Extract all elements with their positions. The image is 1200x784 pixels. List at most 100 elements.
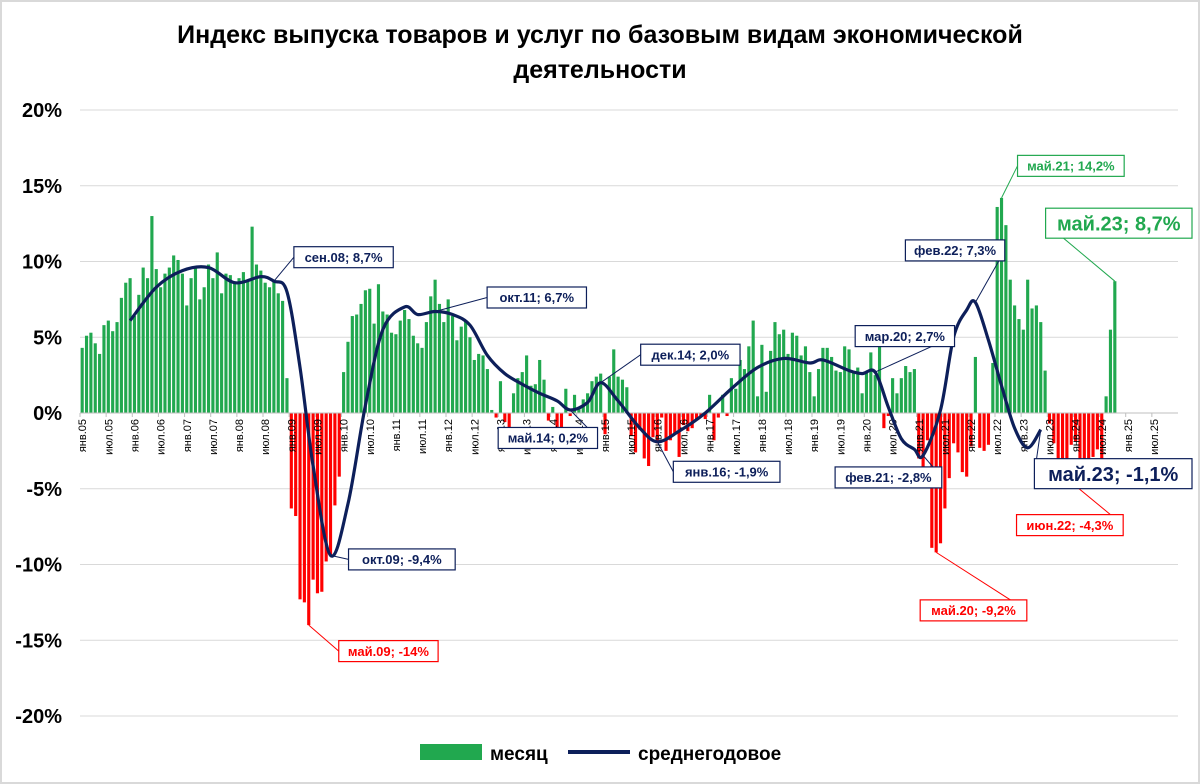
bar (716, 413, 720, 418)
bar (921, 413, 925, 479)
bar (960, 413, 964, 473)
bar (764, 391, 768, 413)
bar (241, 272, 245, 413)
bar (747, 346, 751, 413)
x-tick-label: июл.06 (156, 419, 168, 455)
bar (529, 385, 533, 413)
bar (442, 322, 446, 413)
bar (464, 320, 468, 413)
annotation-callout: май.23; 8,7% (1044, 207, 1193, 282)
bar (912, 369, 916, 413)
bar (952, 413, 956, 444)
bar (572, 394, 577, 413)
bar (172, 255, 176, 413)
bar (507, 413, 511, 429)
bar (285, 378, 289, 413)
callout-box (1015, 514, 1124, 537)
bar (969, 413, 973, 447)
bar (111, 331, 115, 413)
bar (751, 320, 755, 413)
bar (725, 413, 729, 417)
bar (389, 332, 394, 413)
callout-leader (600, 354, 641, 384)
bar (925, 413, 930, 441)
bar (141, 267, 145, 413)
bar (1047, 413, 1052, 424)
callout-box (854, 324, 956, 348)
bar (1026, 279, 1030, 413)
bar (398, 320, 402, 413)
bar (673, 413, 677, 435)
bar (664, 413, 668, 451)
bar (294, 413, 298, 517)
bar (324, 413, 328, 562)
bar (1091, 413, 1095, 457)
bar (760, 344, 764, 413)
annotation-callout: янв.16; -1,9% (656, 441, 781, 483)
bar (1078, 413, 1082, 462)
x-tick-label: июл.15 (626, 419, 638, 455)
bar (899, 378, 903, 413)
callout-leader (308, 624, 340, 652)
bar (825, 347, 829, 413)
annotation-callout: май.14; 0,2% (497, 409, 599, 450)
bar (956, 413, 960, 453)
callout-leader (273, 256, 295, 282)
bar (703, 413, 707, 420)
callout-box (293, 246, 394, 269)
x-tick-label: июл.05 (103, 419, 115, 455)
bar (660, 413, 664, 418)
x-tick-label: июл.11 (417, 419, 429, 454)
annotation-callout: май.20; -9,2% (919, 551, 1028, 622)
x-tick-label: янв.25 (1123, 419, 1135, 452)
bar (943, 413, 947, 509)
bar (864, 372, 869, 413)
bar (1034, 305, 1038, 413)
callout-label: мар.20; 2,7% (865, 329, 946, 344)
callout-box (904, 239, 1006, 262)
bar (773, 322, 777, 413)
series-line-annual (128, 265, 1043, 558)
chart-title-line-2: деятельности (513, 56, 686, 84)
bar (106, 320, 110, 413)
bar (485, 369, 489, 413)
bar (786, 353, 790, 413)
bar (342, 372, 346, 413)
bar (738, 359, 742, 413)
bar (450, 316, 455, 413)
bar (533, 384, 537, 413)
bar (429, 296, 433, 413)
bar (546, 413, 550, 421)
bar (999, 197, 1004, 413)
bar (1100, 413, 1104, 462)
bar (176, 259, 180, 413)
bar (577, 408, 581, 413)
bar (202, 287, 206, 413)
callout-leader (656, 441, 674, 473)
bar (708, 394, 712, 413)
y-tick-label: -5% (26, 479, 62, 501)
bar (869, 352, 873, 413)
bar (873, 375, 877, 413)
y-tick-label: -10% (15, 555, 62, 577)
bar (982, 413, 986, 451)
annotation-callout: окт.09; -9,4% (330, 548, 456, 571)
bar (1108, 329, 1113, 413)
bar (1008, 279, 1012, 413)
bar (355, 314, 359, 413)
bar (895, 393, 899, 413)
bar (298, 413, 302, 600)
bar (808, 372, 812, 413)
bar (237, 278, 241, 413)
x-tick-label: янв.18 (757, 419, 769, 452)
bar (307, 413, 311, 626)
legend-label-month: месяц (490, 744, 548, 765)
bar (847, 349, 851, 413)
bar (564, 388, 568, 413)
bar (224, 273, 228, 413)
bar (145, 278, 150, 413)
bar (132, 316, 137, 413)
bar (503, 413, 507, 423)
bar (538, 359, 542, 413)
